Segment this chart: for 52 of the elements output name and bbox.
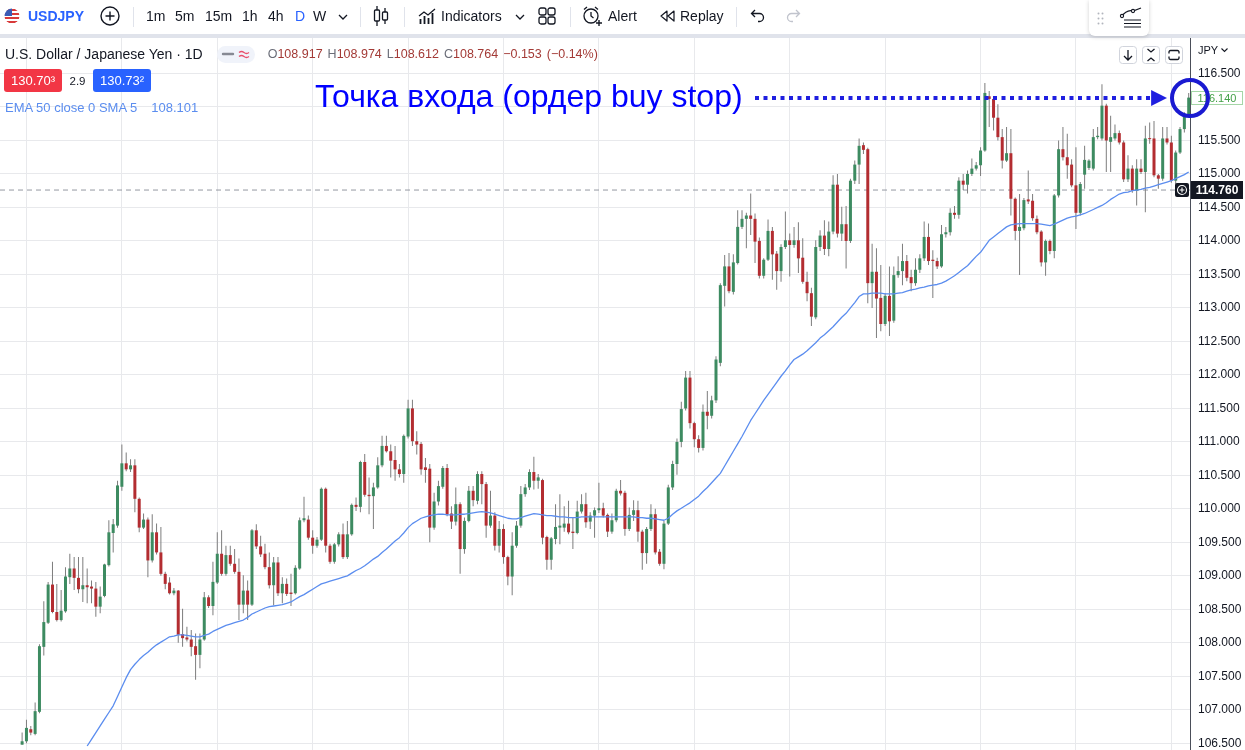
candlestick — [81, 557, 85, 602]
annotation: 130.73² — [93, 69, 151, 92]
y-tick-label: 116.500 — [1198, 65, 1241, 80]
text: EMA 50 close 0 SMA 5 — [5, 100, 138, 115]
annotation: 130.70³ — [4, 69, 62, 92]
text: 5m — [175, 8, 195, 24]
candlestick — [1026, 170, 1030, 205]
annotation: 2.9 — [68, 74, 87, 87]
y-tick-label: 113.500 — [1198, 266, 1241, 281]
text: W — [313, 8, 327, 24]
y-tick-label: 114.500 — [1198, 199, 1241, 214]
y-tick-label: 115.000 — [1198, 166, 1241, 181]
y-tick-label: 109.000 — [1198, 568, 1242, 583]
text: O108.917 H108.974 L108.612 C108.764 −0.153 (−0.14%) — [267, 47, 598, 61]
candlestick — [1109, 115, 1113, 172]
y-tick-label: 113.000 — [1198, 300, 1241, 315]
text: U.S. Dollar / Japanese Yen · 1D — [5, 46, 203, 62]
candlestick — [354, 497, 358, 511]
y-tick-label: 108.000 — [1198, 635, 1242, 650]
y-tick-label: 112.000 — [1198, 367, 1241, 382]
candlestick — [302, 496, 306, 523]
candlestick — [597, 482, 601, 513]
y-tick-label: 110.000 — [1198, 501, 1241, 516]
y-tick-label: 111.500 — [1198, 400, 1240, 415]
y-tick-label: 106.500 — [1198, 735, 1242, 750]
text: Alert — [608, 8, 637, 24]
candlestick — [1148, 122, 1152, 144]
candlestick — [85, 568, 89, 604]
text: USDJPY — [28, 8, 85, 24]
text: 4h — [268, 8, 284, 24]
candlestick — [749, 193, 753, 235]
y-tick-label: 114.000 — [1198, 233, 1241, 248]
y-tick-label: 109.500 — [1198, 534, 1242, 549]
y-tick-label: 107.500 — [1198, 668, 1242, 683]
y-axis-title: JPY — [1198, 44, 1219, 56]
text: 1m — [146, 8, 166, 24]
y-tick-label: 112.500 — [1198, 333, 1241, 348]
y-tick-label: 111.000 — [1198, 434, 1240, 449]
ref-line-label: 114.760 — [1191, 181, 1243, 200]
y-tick-label: 115.500 — [1198, 132, 1241, 147]
y-tick-label: 107.000 — [1198, 702, 1242, 717]
y-tick-label: 108.500 — [1198, 601, 1242, 616]
text: D — [295, 8, 306, 24]
text: 1h — [242, 8, 258, 24]
text: Indicators — [441, 8, 502, 24]
candlestick — [1018, 194, 1022, 276]
candlestick — [558, 494, 562, 545]
annotation: 108.101 — [151, 100, 199, 115]
annotation: Точка входа (ордер buy stop) — [315, 78, 743, 116]
y-tick-label: 110.500 — [1198, 467, 1241, 482]
text: 15m — [205, 8, 233, 24]
text: Replay — [680, 8, 724, 24]
